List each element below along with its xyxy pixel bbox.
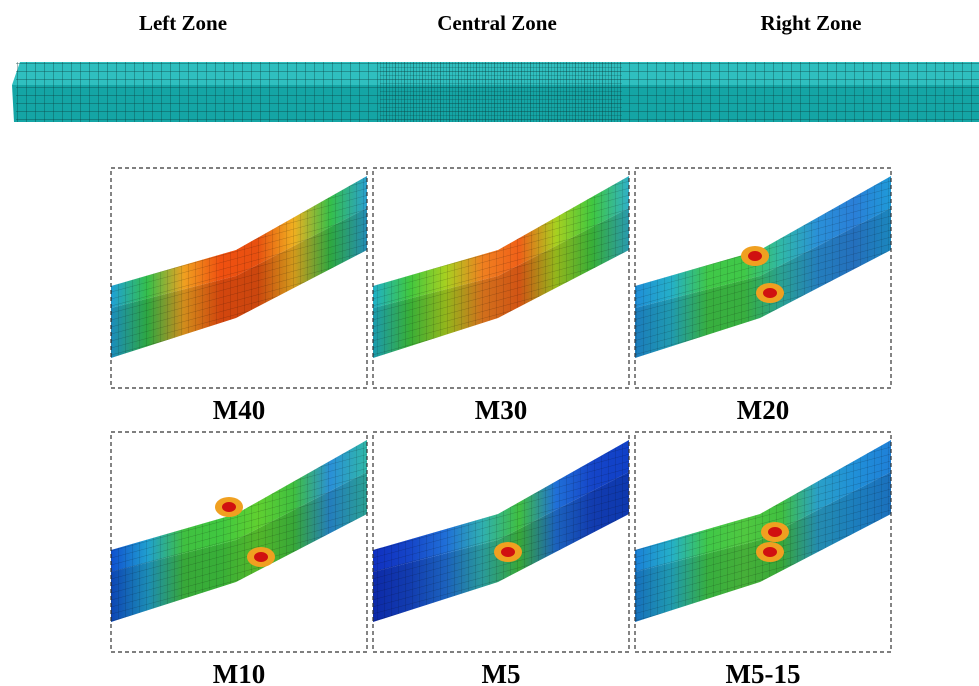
- figure: Left Zone Central Zone Right Zone M40 M30…: [0, 0, 979, 686]
- stress-panel: [635, 440, 891, 622]
- panel-label: M40: [213, 395, 265, 425]
- panel-label: M20: [737, 395, 789, 425]
- beam-model: [12, 62, 979, 122]
- zone-label: Central Zone: [437, 11, 557, 35]
- stress-panel: [111, 440, 367, 622]
- panel-label: M5: [482, 659, 521, 686]
- stress-panel: [373, 176, 629, 358]
- panel-label: M10: [213, 659, 265, 686]
- panel-label: M30: [475, 395, 527, 425]
- stress-panel: [635, 176, 891, 358]
- stress-panel: [111, 176, 367, 358]
- panels: M40 M30 M20 M10 M5 M5-15: [111, 168, 891, 686]
- zone-label: Left Zone: [139, 11, 227, 35]
- zone-label: Right Zone: [761, 11, 862, 35]
- panel-label: M5-15: [726, 659, 801, 686]
- stress-panel: [373, 440, 629, 622]
